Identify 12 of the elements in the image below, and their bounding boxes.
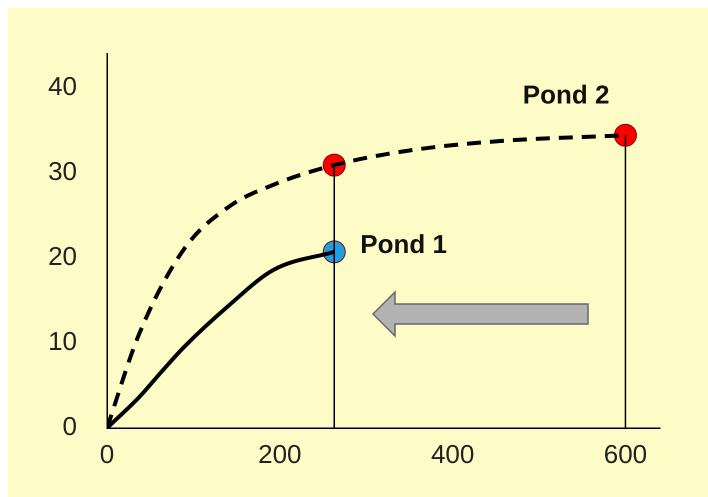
x-tick-label: 0 bbox=[100, 438, 114, 469]
series-label: Pond 1 bbox=[360, 229, 447, 260]
y-tick-label: 0 bbox=[62, 411, 77, 442]
y-tick-label: 10 bbox=[48, 326, 77, 356]
x-tick-label: 400 bbox=[430, 438, 474, 469]
y-tick-label: 30 bbox=[48, 156, 77, 186]
series-label: Pond 2 bbox=[522, 79, 610, 110]
x-tick-label: 600 bbox=[604, 438, 648, 469]
point bbox=[614, 124, 637, 147]
x-tick-label: 200 bbox=[258, 438, 302, 469]
y-tick-label: 40 bbox=[48, 70, 77, 101]
y-tick-label: 20 bbox=[48, 240, 77, 271]
